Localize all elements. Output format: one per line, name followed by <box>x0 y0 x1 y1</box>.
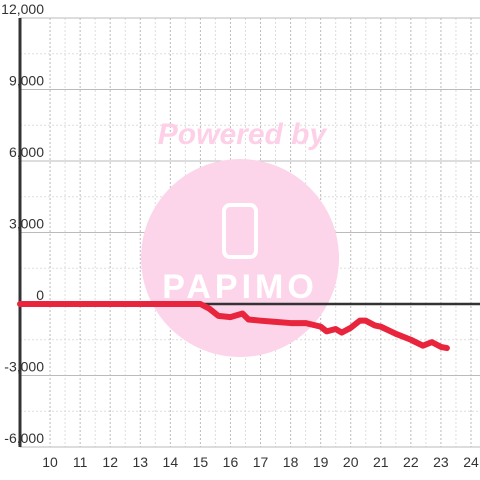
y-tick-label: 9,000 <box>9 73 44 89</box>
logo-icon <box>222 203 258 259</box>
x-tick-label: 14 <box>163 454 179 470</box>
y-tick-label: 6,000 <box>9 144 44 160</box>
x-tick-label: 22 <box>403 454 419 470</box>
data-line <box>17 301 450 352</box>
x-tick-label: 24 <box>463 454 479 470</box>
x-tick-label: 18 <box>283 454 299 470</box>
watermark-group: Powered by PAPIMO <box>141 118 339 357</box>
x-tick-label: 13 <box>132 454 148 470</box>
y-tick-label: 0 <box>36 287 44 303</box>
y-tick-label: 12,000 <box>1 1 44 17</box>
x-tick-label: 20 <box>343 454 359 470</box>
y-tick-label: -6,000 <box>4 430 44 446</box>
x-tick-label: 12 <box>102 454 118 470</box>
x-tick-label: 11 <box>73 454 88 470</box>
x-tick-label: 19 <box>313 454 329 470</box>
x-tick-label: 15 <box>193 454 209 470</box>
x-tick-label: 16 <box>223 454 239 470</box>
x-tick-label: 17 <box>253 454 269 470</box>
x-tick-label: 23 <box>433 454 449 470</box>
y-tick-label: -3,000 <box>4 359 44 375</box>
x-tick-label: 10 <box>42 454 58 470</box>
watermark-text: Powered by <box>158 118 328 151</box>
y-tick-label: 3,000 <box>9 216 44 232</box>
logo-text: PAPIMO <box>162 268 318 306</box>
x-tick-label: 21 <box>373 454 389 470</box>
